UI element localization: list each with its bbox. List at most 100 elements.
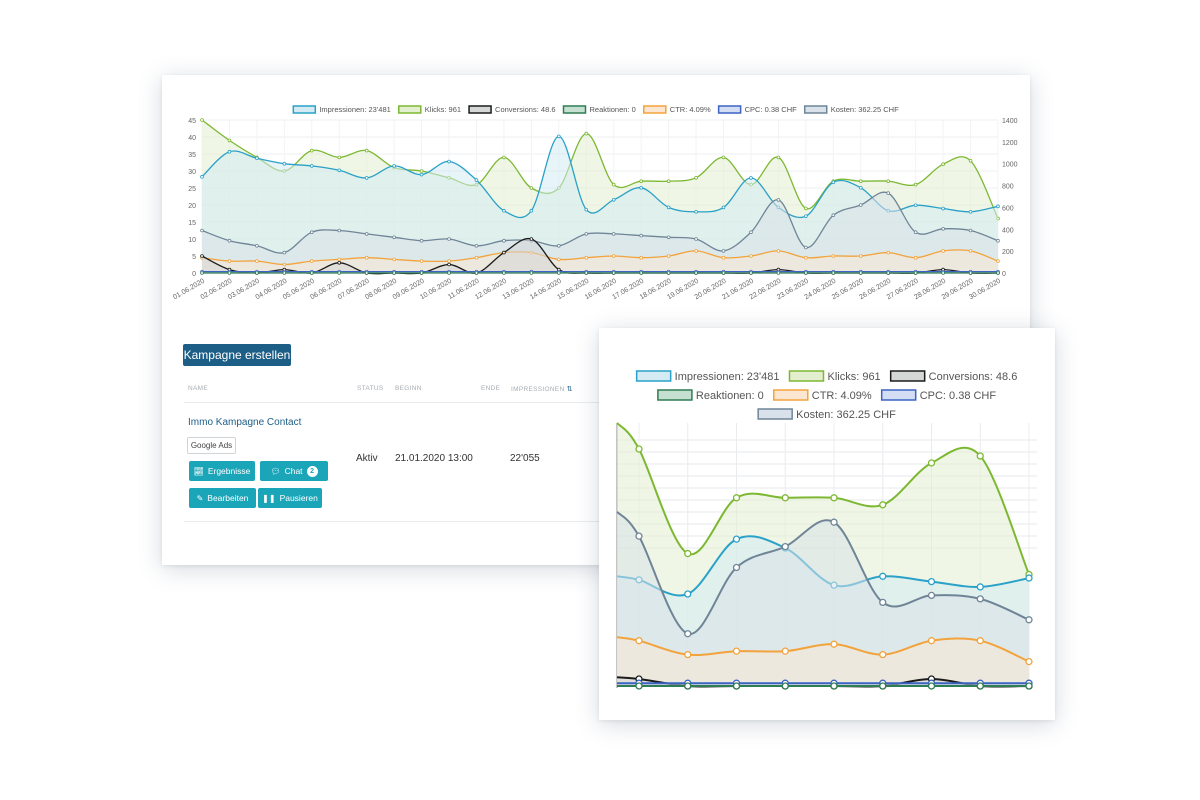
zoom-point-ctr (732, 647, 741, 655)
point-impressionen (721, 205, 726, 210)
zoom-point-klicks (684, 549, 692, 558)
zoom-point-reaktionen (976, 682, 984, 690)
zoom-area-ctr (617, 637, 1029, 686)
zoom-point-klicks (830, 494, 838, 502)
legend-label-impressionen: Impressionen: 23'481 (675, 371, 780, 383)
pause-button[interactable]: ❚❚ Pausieren (258, 488, 322, 508)
chat-button-label: Chat (284, 466, 303, 476)
point-klicks (364, 148, 369, 153)
pause-icon: ❚❚ (262, 493, 276, 503)
point-reaktionen (694, 271, 698, 275)
point-ctr (913, 255, 918, 260)
header-ende[interactable]: ENDE (481, 385, 501, 392)
y-left-tick-label: 35 (188, 152, 196, 159)
zoom-point-reaktionen (732, 682, 741, 690)
point-reaktionen (227, 271, 232, 275)
legend-swatch-ctr (773, 389, 809, 401)
create-campaign-button[interactable]: Kampagne erstellen (183, 344, 291, 366)
zoom-point-kosten (830, 518, 838, 526)
chat-bubble-icon: 💬︎ (270, 466, 281, 476)
header-impressionen[interactable]: IMPRESSIONEN ⇅ (511, 385, 573, 393)
point-reaktionen (282, 271, 287, 275)
point-klicks (913, 182, 918, 187)
zoom-point-kosten (635, 532, 643, 540)
zoom-point-reaktionen (830, 682, 838, 690)
point-klicks (584, 131, 589, 136)
zoom-point-klicks (927, 459, 936, 467)
point-conversions (502, 250, 506, 255)
point-ctr (858, 254, 863, 258)
zoom-point-ctr (781, 647, 789, 655)
y-right-tick-label: 1200 (1002, 140, 1018, 147)
point-ctr (968, 249, 973, 253)
zoom-point-reaktionen (781, 682, 789, 690)
point-kosten (941, 227, 945, 231)
point-impressionen (804, 214, 808, 218)
zoom-point-reaktionen (1025, 682, 1033, 690)
main-card: Impressionen: 23'481 Klicks: 961 Conversio… (162, 75, 1030, 565)
row-divider (184, 521, 604, 522)
zoom-point-impressionen (879, 572, 887, 580)
point-kosten (776, 198, 781, 202)
point-kosten (721, 249, 726, 253)
point-kosten (886, 191, 891, 195)
zoom-line-kosten (616, 511, 1030, 635)
zoom-point-ctr (830, 640, 838, 648)
legend-label-conversions: Conversions: 48.6 (929, 371, 1018, 383)
point-kosten (502, 238, 506, 243)
point-kosten (364, 232, 369, 236)
point-kosten (858, 203, 863, 207)
sort-icon[interactable]: ⇅ (566, 386, 573, 393)
point-reaktionen (996, 271, 1000, 275)
pencil-icon: ✎ (196, 493, 204, 503)
point-klicks (529, 186, 534, 190)
point-reaktionen (200, 271, 204, 275)
point-kosten (666, 235, 671, 240)
header-name[interactable]: NAME (188, 385, 208, 392)
header-impressionen-label: IMPRESSIONEN (511, 386, 565, 393)
point-ctr (447, 259, 451, 263)
results-button[interactable]: 📈︎ Ergebnisse (189, 461, 255, 481)
point-ctr (557, 257, 561, 262)
point-ctr (474, 255, 479, 260)
point-reaktionen (392, 271, 396, 275)
legend-swatch-klicks (788, 370, 825, 382)
point-ctr (776, 249, 781, 253)
point-kosten (419, 238, 424, 243)
zoom-point-kosten (684, 630, 692, 638)
point-ctr (941, 249, 945, 253)
point-klicks (227, 138, 232, 143)
point-reaktionen (913, 271, 918, 275)
campaign-name-link[interactable]: Immo Kampagne Contact (188, 417, 302, 428)
legend-label-klicks: Klicks: 961 (425, 105, 461, 114)
zoom-point-kosten (927, 591, 936, 600)
legend-swatch-impressionen (635, 370, 672, 382)
zoom-line-klicks (616, 422, 1030, 575)
y-right-tick-label: 0 (1002, 271, 1006, 278)
point-impressionen (611, 197, 616, 202)
point-kosten (255, 244, 259, 248)
area-kosten (202, 192, 998, 273)
point-klicks (666, 179, 671, 183)
point-impressionen (557, 134, 561, 139)
point-impressionen (392, 164, 396, 168)
point-ctr (419, 259, 424, 263)
point-reaktionen (529, 271, 534, 275)
point-reaktionen (364, 271, 369, 275)
chat-button[interactable]: 💬︎ Chat 2 (260, 461, 328, 481)
header-status[interactable]: STATUS (357, 385, 384, 392)
zoom-point-impressionen (684, 590, 692, 598)
point-ctr (639, 255, 643, 260)
legend-label-kosten: Kosten: 362.25 CHF (831, 105, 899, 114)
point-impressionen (227, 149, 232, 154)
point-ctr (694, 249, 698, 253)
edit-button[interactable]: ✎ Bearbeiten (189, 488, 256, 508)
point-impressionen (996, 204, 1000, 209)
zoom-point-ctr (1025, 657, 1033, 666)
x-tick-label: 30.06.2020 (968, 278, 1002, 302)
point-klicks (611, 182, 616, 187)
zoom-point-klicks (781, 494, 789, 502)
point-kosten (200, 228, 204, 233)
header-beginn[interactable]: BEGINN (395, 385, 422, 392)
legend-label-klicks: Klicks: 961 (827, 371, 880, 383)
